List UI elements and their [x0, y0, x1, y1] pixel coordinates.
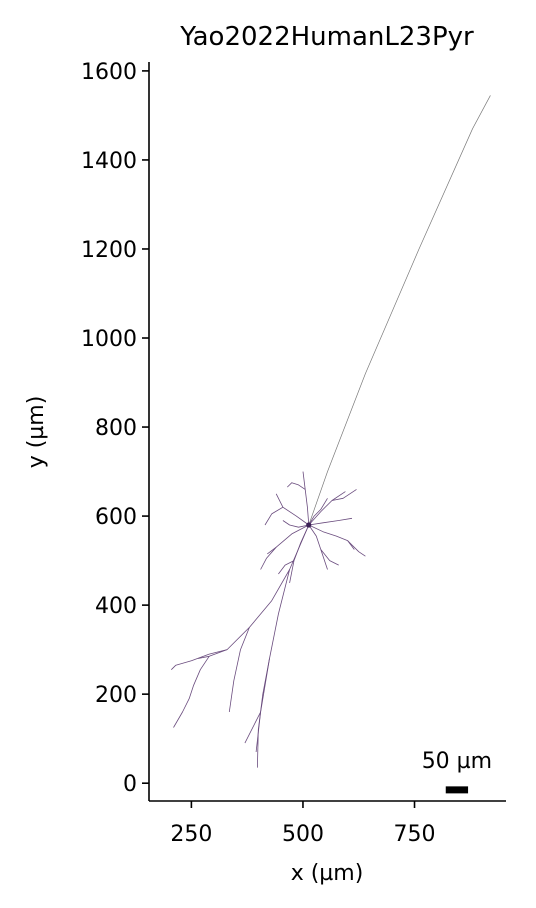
dendrite-path: [275, 493, 310, 526]
y-tick-label: 800: [95, 416, 137, 441]
dendrite-path: [308, 517, 353, 526]
y-tick-label: 600: [95, 505, 137, 530]
dendrite-path: [308, 491, 346, 526]
dendrite-path: [260, 546, 277, 570]
y-tick-label: 0: [123, 772, 137, 797]
soma-marker: [306, 522, 312, 528]
dendrite-path: [173, 656, 210, 728]
scale-bar: 50 µm: [422, 749, 492, 794]
dendrite-path: [267, 524, 309, 555]
x-tick-label: 250: [170, 822, 212, 847]
y-tick-label: 1600: [81, 60, 137, 85]
dendrite-path: [320, 549, 339, 566]
scale-bar-label: 50 µm: [422, 749, 492, 774]
plot-area: [171, 95, 491, 768]
x-axis-label: x (µm): [291, 861, 364, 886]
y-tick-label: 1200: [81, 238, 137, 263]
dendrite-path: [287, 482, 306, 490]
dendrite-path: [228, 627, 250, 713]
dendrite-path: [308, 498, 328, 526]
y-tick-label: 400: [95, 594, 137, 619]
dendrite-path: [308, 524, 355, 550]
chart-title: Yao2022HumanL23Pyr: [179, 22, 474, 52]
dendrite-path: [347, 540, 366, 557]
y-tick-label: 200: [95, 683, 137, 708]
dendrite-path: [278, 560, 295, 575]
dendrite-path: [257, 658, 270, 768]
x-axis-ticks: 250 500 750: [170, 801, 436, 847]
dendrite-path: [198, 524, 310, 659]
y-tick-label: 1000: [81, 327, 137, 352]
neuron-morphology: [171, 95, 491, 768]
scale-bar-line: [445, 786, 469, 794]
dendrite-path: [171, 649, 228, 670]
dendrite-path: [255, 569, 290, 753]
dendrite-path: [264, 506, 284, 526]
y-axis-label: y (µm): [24, 396, 49, 469]
dendrite-path: [282, 520, 309, 528]
x-tick-label: 500: [282, 822, 324, 847]
dendrite-path: [244, 711, 261, 744]
dendrite-path: [302, 471, 310, 526]
y-axis-ticks: 0 200 400 600 800 1000 1200 1400 1600: [81, 60, 149, 797]
dendrite-path: [308, 524, 328, 570]
y-tick-label: 1400: [81, 149, 137, 174]
dendrite-path: [289, 524, 310, 583]
axon-path: [308, 95, 491, 526]
x-tick-label: 750: [394, 822, 436, 847]
dendrite-path: [331, 489, 357, 501]
